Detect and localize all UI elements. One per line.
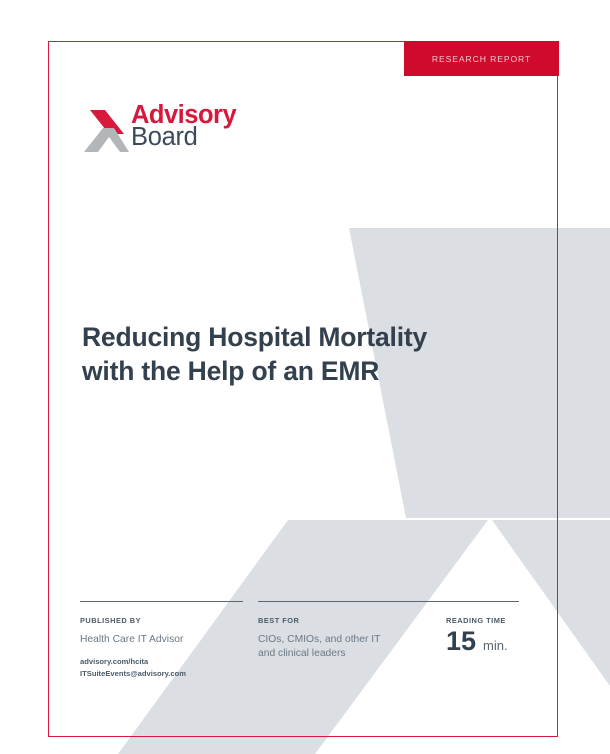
- reading-time-label: READING TIME: [446, 616, 506, 625]
- best-for-label: BEST FOR: [258, 616, 300, 625]
- metadata-divider-right: [258, 601, 519, 602]
- logo-gray-chevron: [89, 128, 129, 152]
- advisory-board-logo: Advisory Board: [83, 101, 283, 162]
- published-by-value: Health Care IT Advisor: [80, 634, 184, 645]
- best-for-line-2: and clinical leaders: [258, 647, 346, 659]
- logo-wordmark: Advisory Board: [131, 101, 237, 151]
- published-by-email[interactable]: ITSuiteEvents@advisory.com: [80, 668, 187, 678]
- logo-gray-chevron-left: [84, 128, 111, 152]
- metadata-reading-time: READING TIME 15 min.: [446, 602, 566, 655]
- published-by-url[interactable]: advisory.com/hcita: [80, 656, 149, 666]
- cover-metadata: PUBLISHED BY Health Care IT Advisor advi…: [80, 601, 520, 682]
- reading-time-number: 15: [446, 626, 477, 656]
- page-title: Reducing Hospital Mortality with the Hel…: [82, 321, 502, 389]
- logo-red-chevron: [90, 110, 124, 134]
- metadata-best-for: BEST FOR CIOs, CMIOs, and other IT and c…: [258, 602, 438, 661]
- reading-time-value: 15 min.: [446, 628, 566, 655]
- advisory-board-chevron-mark-icon: [84, 110, 129, 152]
- metadata-divider-left: [80, 601, 243, 602]
- published-by-label: PUBLISHED BY: [80, 616, 142, 625]
- logo-word-board: Board: [131, 122, 198, 151]
- reading-time-unit: min.: [483, 638, 508, 653]
- best-for-line-1: CIOs, CMIOs, and other IT: [258, 634, 381, 645]
- logo-word-advisory: Advisory: [131, 101, 237, 129]
- banner-label: RESEARCH REPORT: [431, 53, 532, 64]
- metadata-divider-group: [80, 601, 520, 602]
- metadata-published-by: PUBLISHED BY Health Care IT Advisor advi…: [80, 602, 240, 680]
- page-title-line-2: with the Help of an EMR: [82, 355, 380, 386]
- page-title-line-1: Reducing Hospital Mortality: [82, 321, 428, 352]
- research-report-banner: RESEARCH REPORT: [404, 41, 559, 76]
